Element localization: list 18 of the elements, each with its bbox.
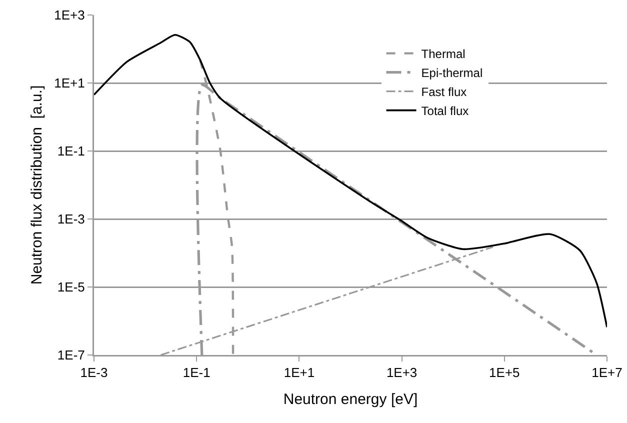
legend-label: Fast flux <box>421 84 467 99</box>
y-tick-label: 1E-7 <box>57 348 85 363</box>
x-tick-label: 1E+7 <box>592 365 622 380</box>
y-tick-label: 1E-1 <box>57 144 85 159</box>
legend-label: Epi-thermal <box>421 66 483 80</box>
y-tick-label: 1E+1 <box>54 76 85 91</box>
x-tick-label: 1E+5 <box>489 365 520 380</box>
legend-label: Total flux <box>421 104 469 118</box>
x-tick-label: 1E-1 <box>182 365 210 380</box>
legend-label: Thermal <box>421 46 466 61</box>
y-tick-label: 1E-5 <box>57 280 85 295</box>
y-tick-label: 1E+3 <box>54 8 85 23</box>
x-tick-label: 1E+1 <box>284 365 315 380</box>
y-tick-label: 1E-3 <box>57 212 85 227</box>
x-axis-title: Neutron energy [eV] <box>283 390 418 408</box>
x-tick-label: 1E-3 <box>80 365 108 380</box>
y-axis-title: Neutron flux distribution [a.u.] <box>28 85 46 285</box>
x-tick-label: 1E+3 <box>386 365 418 380</box>
